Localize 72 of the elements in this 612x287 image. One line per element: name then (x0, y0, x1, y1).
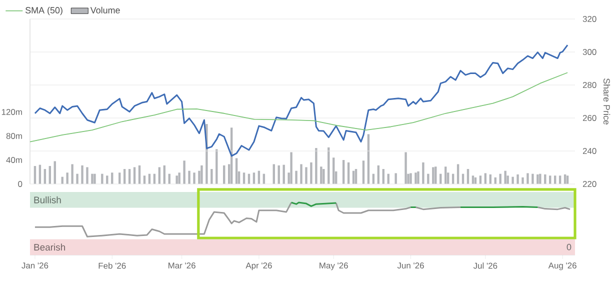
bar (394, 173, 397, 184)
bar (526, 173, 529, 184)
bar (504, 170, 506, 184)
bar (300, 164, 302, 184)
bar (512, 176, 514, 184)
bar (536, 174, 539, 184)
bar (295, 170, 298, 184)
x-tick-label: Jul '26 (473, 262, 498, 269)
bar (71, 164, 74, 184)
x-tick-label: Aug '26 (548, 262, 576, 270)
y-tick-label: 320 (582, 16, 596, 22)
line-series (30, 72, 568, 142)
line-series (34, 44, 568, 157)
bar (310, 162, 312, 184)
bar (101, 174, 104, 184)
legend-label: SMA (50) (25, 6, 62, 16)
bar (305, 167, 308, 184)
band-label: Bullish (34, 196, 61, 204)
annotation: 0 (566, 244, 572, 250)
bar (404, 152, 407, 184)
bar (178, 172, 180, 184)
x-tick-label: Jun '26 (397, 262, 424, 269)
bar (54, 161, 56, 184)
bar (422, 162, 424, 184)
bar (322, 169, 325, 184)
bar (410, 173, 412, 184)
bar (235, 158, 238, 184)
bar (320, 166, 322, 184)
bar (183, 160, 186, 184)
bar (315, 148, 318, 184)
bar (188, 170, 190, 184)
bar (539, 174, 542, 184)
y2-tick-label: 40m (6, 157, 22, 163)
y2-tick-label: 120m (2, 109, 22, 115)
bar (193, 172, 196, 184)
legend-label: Volume (90, 6, 120, 14)
bar (81, 165, 84, 184)
y2-tick-label: 0 (18, 181, 22, 187)
y-axis-title: Share Price (603, 78, 610, 125)
bar (91, 174, 94, 184)
bar (94, 174, 96, 184)
bar (427, 174, 430, 184)
bar (76, 174, 78, 184)
x-tick-label: May '26 (320, 262, 348, 270)
y2-tick-label: 80m (6, 133, 22, 139)
bar (66, 172, 68, 184)
bar (86, 167, 88, 184)
bar (210, 169, 213, 184)
y-tick-label: 280 (582, 82, 596, 88)
bar (332, 158, 335, 184)
bar (456, 164, 460, 184)
x-tick-label: Feb '26 (98, 262, 126, 269)
y-tick-label: 260 (582, 115, 596, 121)
y-tick-label: 240 (582, 148, 596, 154)
bar (272, 164, 275, 184)
bar (200, 165, 203, 184)
band-label: Bearish (34, 244, 65, 251)
bar (414, 172, 417, 184)
x-tick-label: Jan '26 (22, 262, 48, 269)
x-tick-label: Mar '26 (168, 262, 196, 269)
bar (432, 167, 434, 184)
bar (176, 176, 178, 184)
y-tick-label: 220 (582, 181, 596, 187)
bar (417, 171, 420, 184)
x-tick-label: Apr '26 (246, 262, 272, 270)
bar (516, 174, 519, 184)
y-tick-label: 300 (582, 49, 596, 55)
bar (290, 152, 292, 184)
bar (522, 177, 524, 184)
bar (532, 174, 534, 184)
bar (282, 164, 285, 184)
bar (499, 174, 502, 184)
